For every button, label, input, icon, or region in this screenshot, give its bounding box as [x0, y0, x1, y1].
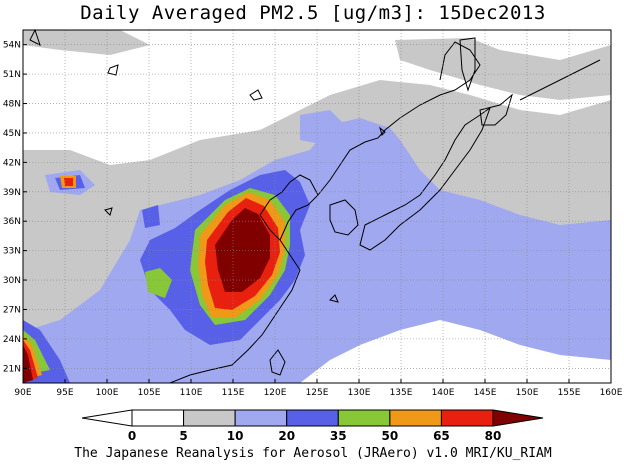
lon-tick-label: 95E [56, 388, 73, 398]
map-title: Daily Averaged PM2.5 [ug/m3]: 15Dec2013 [80, 2, 546, 24]
lat-tick-label: 33N [3, 247, 21, 257]
colorbar-box [440, 409, 494, 427]
lon-tick-label: 140E [432, 388, 455, 398]
lat-tick-label: 24N [3, 335, 21, 345]
lat-tick-label: 45N [3, 129, 21, 139]
lat-tick-label: 39N [3, 188, 21, 198]
colorbar-box [286, 409, 339, 427]
lon-tick-label: 125E [306, 388, 329, 398]
pm25-level-80-plus [23, 208, 270, 383]
colorbar-level-label: 35 [330, 429, 347, 443]
lat-tick-label: 42N [3, 158, 21, 168]
lon-tick-label: 130E [348, 388, 371, 398]
lon-tick-label: 120E [264, 388, 287, 398]
lat-tick-label: 48N [3, 100, 21, 110]
colorbar: 0 5 10 20 35 50 65 80 [81, 409, 544, 443]
colorbar-box [337, 409, 391, 427]
footer-credit: The Japanese Reanalysis for Aerosol (JRA… [74, 446, 552, 461]
lon-tick-label: 105E [138, 388, 161, 398]
lon-tick-label: 115E [222, 388, 245, 398]
colorbar-level-label: 80 [485, 429, 502, 443]
colorbar-box [234, 409, 288, 427]
colorbar-level-label: 20 [278, 429, 295, 443]
lon-tick-label: 110E [180, 388, 203, 398]
lon-tick-label: 145E [474, 388, 497, 398]
colorbar-level-label: 5 [179, 429, 187, 443]
colorbar-box [389, 409, 442, 427]
longitude-tick-labels: 90E 95E 100E 105E 110E 115E 120E 125E 130E 135E 14… [14, 379, 623, 398]
colorbar-min-arrow [81, 409, 133, 427]
lat-tick-label: 30N [3, 276, 21, 286]
grid-lines [23, 30, 611, 383]
colorbar-level-label: 0 [128, 429, 136, 443]
lon-tick-label: 160E [600, 388, 623, 398]
lon-tick-label: 150E [516, 388, 539, 398]
lat-tick-label: 21N [3, 364, 21, 374]
lat-tick-label: 36N [3, 217, 21, 227]
colorbar-level-label: 65 [433, 429, 450, 443]
latitude-tick-labels: 21N 24N 27N 30N 33N 36N 39N 42N 45N 48N 51N 54N [3, 41, 27, 374]
lon-tick-label: 90E [14, 388, 31, 398]
map-panel: 90E 95E 100E 105E 110E 115E 120E 125E 130E 135E 14… [3, 28, 623, 398]
colorbar-box [131, 409, 185, 427]
lat-tick-label: 54N [3, 41, 21, 51]
lat-tick-label: 27N [3, 305, 21, 315]
colorbar-max-arrow [492, 409, 544, 427]
colorbar-level-label: 50 [382, 429, 399, 443]
lon-tick-label: 100E [96, 388, 119, 398]
colorbar-box [183, 409, 236, 427]
lon-tick-label: 155E [558, 388, 581, 398]
colorbar-level-label: 10 [227, 429, 244, 443]
coastlines [29, 28, 601, 384]
lon-tick-label: 135E [390, 388, 413, 398]
lat-tick-label: 51N [3, 70, 21, 80]
